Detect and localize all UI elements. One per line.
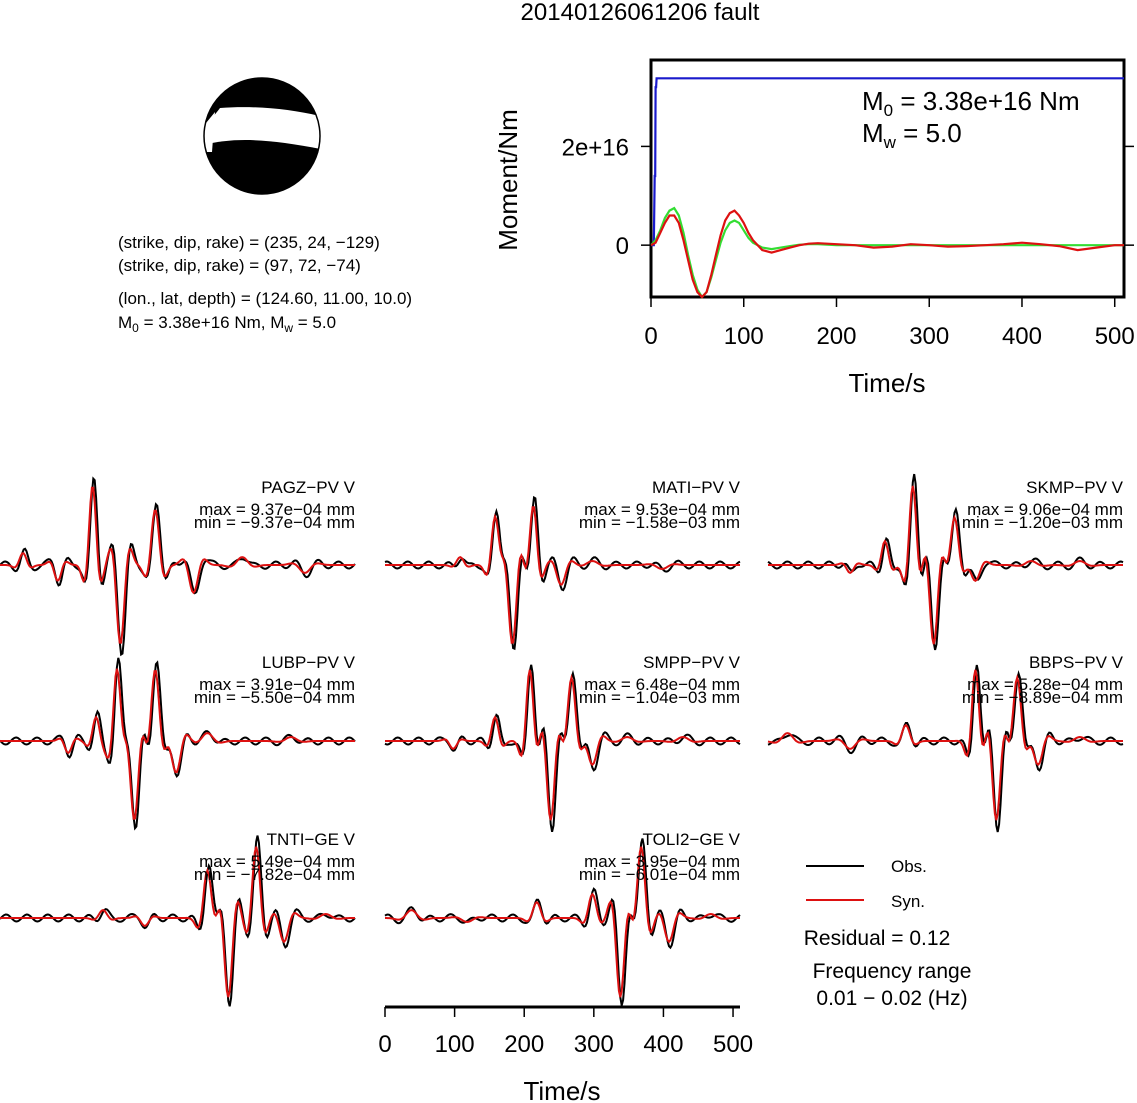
station-name: TOLI2−GE V <box>643 830 741 849</box>
synthetic-trace <box>0 668 355 820</box>
legend-obs-label: Obs. <box>891 857 927 876</box>
station-min: min = −1.04e−03 mm <box>579 688 740 707</box>
station-min: min = −7.82e−04 mm <box>194 865 355 884</box>
moment-info: M0 = 3.38e+16 Nm, Mw = 5.0 <box>118 313 336 335</box>
waveform-xtick-label: 300 <box>574 1031 614 1058</box>
moment-plot-frame <box>649 58 1126 299</box>
waveform-xtick-label: 100 <box>435 1031 475 1058</box>
observed-trace <box>0 657 356 831</box>
moment-ytick-label: 0 <box>616 233 629 260</box>
synthetic-trace <box>385 846 740 998</box>
synthetic-trace <box>0 846 355 998</box>
station-min: min = −1.58e−03 mm <box>579 513 740 532</box>
station-max: max = 3.95e−04 mm <box>584 852 740 871</box>
moment-series-0 <box>651 77 1124 247</box>
figure-title: 20140126061206 fault <box>521 0 760 26</box>
moment-xtick-label: 400 <box>1002 323 1042 350</box>
station-max: max = 3.91e−04 mm <box>199 675 355 694</box>
synthetic-trace <box>767 669 1123 821</box>
focal-info: (strike, dip, rake) = (235, 24, −129) (s… <box>118 233 412 335</box>
station-min: min = −9.37e−04 mm <box>194 513 355 532</box>
station-min: min = −6.01e−04 mm <box>579 865 740 884</box>
moment-xtick-label: 200 <box>816 323 856 350</box>
legend: Obs. Syn. <box>806 857 927 911</box>
synthetic-trace <box>0 486 355 644</box>
moment-xtick-label: 500 <box>1095 323 1135 350</box>
synthetic-trace <box>768 485 1123 645</box>
station-name: LUBP−PV V <box>262 653 356 672</box>
station-name: SMPP−PV V <box>643 653 741 672</box>
station-max: max = 9.53e−04 mm <box>584 500 740 519</box>
moment-ytick-label: 2e+16 <box>562 134 629 161</box>
station-name: SKMP−PV V <box>1026 478 1124 497</box>
station-max: max = 5.28e−04 mm <box>967 675 1123 694</box>
waveform-xlabel: Time/s <box>523 1076 600 1103</box>
m0-annotation: M0 = 3.38e+16 Nm <box>862 86 1080 120</box>
moment-xtick-label: 300 <box>909 323 949 350</box>
station-name: MATI−PV V <box>652 478 741 497</box>
waveform-xtick-label: 400 <box>643 1031 683 1058</box>
station-max: max = 9.06e−04 mm <box>967 500 1123 519</box>
station-max: max = 5.49e−04 mm <box>199 852 355 871</box>
moment-series-2 <box>650 209 1124 299</box>
location-info: (lon., lat, depth) = (124.60, 11.00, 10.… <box>118 289 412 308</box>
moment-ylabel: Moment/Nm <box>493 109 523 251</box>
strike-dip-rake-2: (strike, dip, rake) = (97, 72, −74) <box>118 256 361 275</box>
station-min: min = −5.50e−04 mm <box>194 688 355 707</box>
beachball <box>203 77 321 195</box>
station-max: max = 6.48e−04 mm <box>584 675 740 694</box>
waveform-x-axis: Time/s 0 100 200 300 400 500 <box>378 1005 753 1103</box>
moment-xlabel: Time/s <box>848 368 925 398</box>
moment-xtick-label: 0 <box>644 323 657 350</box>
moment-xtick-label: 100 <box>724 323 764 350</box>
residual-label: Residual = 0.12 <box>804 927 951 950</box>
station-name: BBPS−PV V <box>1029 653 1124 672</box>
moment-chart: 0 100 200 300 400 500 0 2e+16 Time/s Moment/Nm… <box>493 58 1135 398</box>
station-name: PAGZ−PV V <box>261 478 355 497</box>
frequency-range-value: 0.01 − 0.02 (Hz) <box>816 987 967 1010</box>
mw-annotation: Mw = 5.0 <box>862 118 962 152</box>
synthetic-trace <box>385 669 740 821</box>
waveform-xtick-label: 500 <box>713 1031 753 1058</box>
frequency-range-label: Frequency range <box>813 960 972 983</box>
waveform-xtick-label: 0 <box>378 1031 391 1058</box>
strike-dip-rake-1: (strike, dip, rake) = (235, 24, −129) <box>118 233 380 252</box>
waveform-xtick-label: 200 <box>504 1031 544 1058</box>
observed-trace <box>0 476 356 657</box>
moment-series-1 <box>650 206 1124 299</box>
synthetic-trace <box>385 506 740 644</box>
station-max: max = 9.37e−04 mm <box>199 500 355 519</box>
station-min: min = −8.89e−04 mm <box>962 688 1123 707</box>
station-min: min = −1.20e−03 mm <box>962 513 1123 532</box>
legend-syn-label: Syn. <box>891 892 925 911</box>
station-name: TNTI−GE V <box>267 830 356 849</box>
